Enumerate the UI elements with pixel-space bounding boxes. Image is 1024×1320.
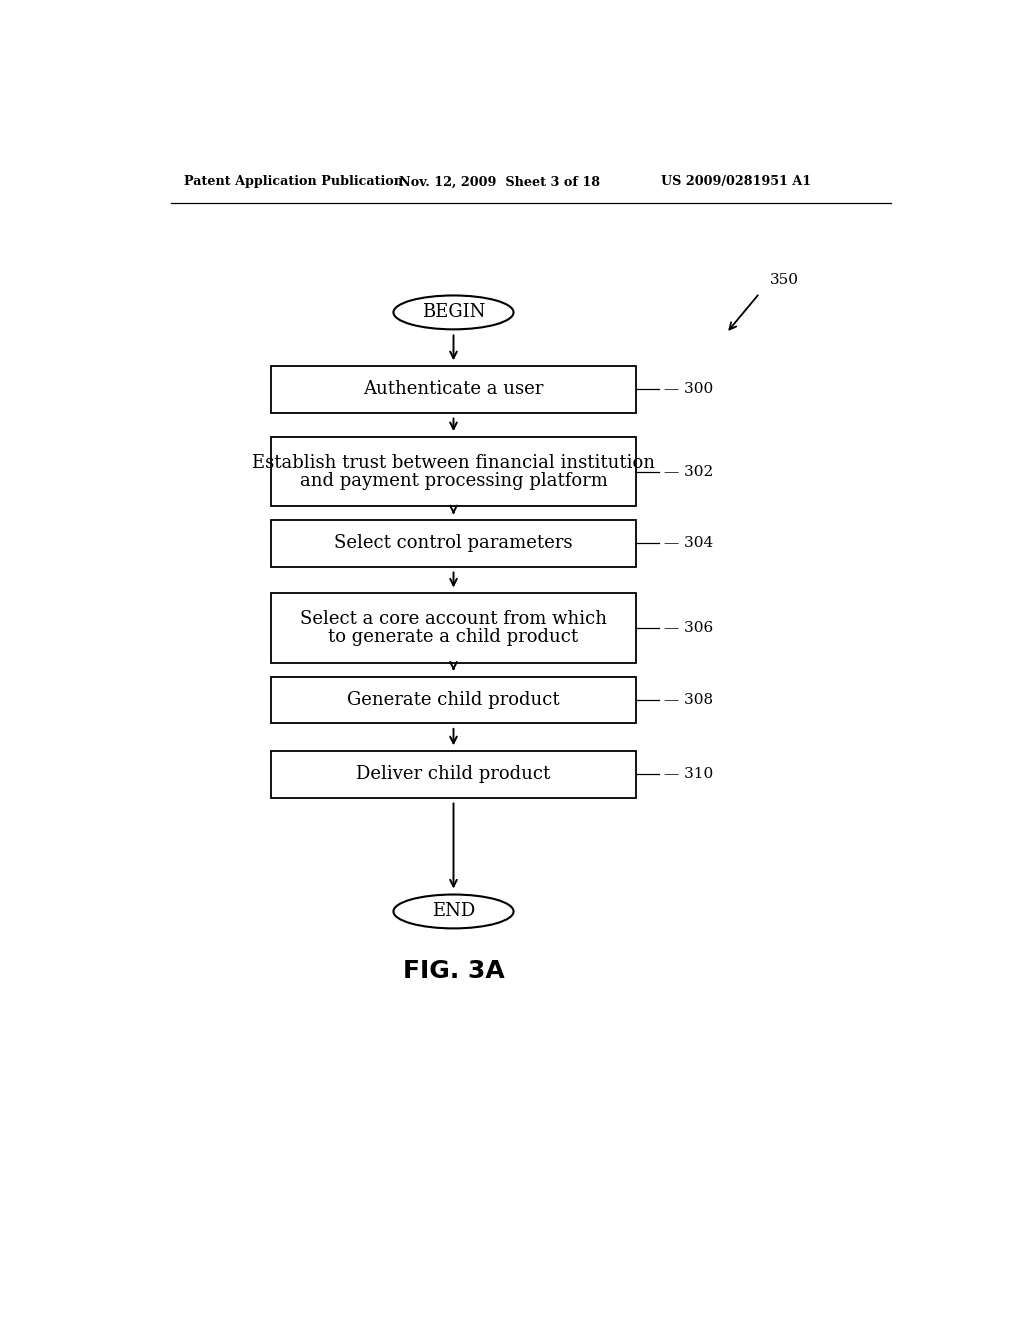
Bar: [271, 520, 636, 566]
Text: 350: 350: [770, 273, 799, 286]
Text: — 300: — 300: [664, 383, 713, 396]
Text: — 308: — 308: [664, 693, 713, 706]
Text: and payment processing platform: and payment processing platform: [300, 473, 607, 490]
Text: Select control parameters: Select control parameters: [334, 535, 572, 552]
Text: Establish trust between financial institution: Establish trust between financial instit…: [252, 454, 655, 471]
Text: Authenticate a user: Authenticate a user: [364, 380, 544, 399]
Text: — 302: — 302: [664, 465, 713, 479]
Text: Select a core account from which: Select a core account from which: [300, 610, 607, 628]
Text: Patent Application Publication: Patent Application Publication: [183, 176, 402, 189]
Text: US 2009/0281951 A1: US 2009/0281951 A1: [662, 176, 811, 189]
Text: END: END: [432, 903, 475, 920]
Text: — 304: — 304: [664, 536, 713, 550]
Text: FIG. 3A: FIG. 3A: [402, 958, 505, 983]
Text: Deliver child product: Deliver child product: [356, 766, 551, 783]
Text: Nov. 12, 2009  Sheet 3 of 18: Nov. 12, 2009 Sheet 3 of 18: [399, 176, 600, 189]
Ellipse shape: [393, 895, 514, 928]
Bar: [271, 367, 636, 413]
Ellipse shape: [393, 296, 514, 330]
Bar: [271, 437, 636, 507]
Text: BEGIN: BEGIN: [422, 304, 485, 321]
Bar: [271, 594, 636, 663]
Text: Generate child product: Generate child product: [347, 690, 560, 709]
Text: — 306: — 306: [664, 622, 713, 635]
Text: to generate a child product: to generate a child product: [329, 628, 579, 647]
Bar: [271, 677, 636, 723]
Bar: [271, 751, 636, 797]
Text: — 310: — 310: [664, 767, 713, 781]
